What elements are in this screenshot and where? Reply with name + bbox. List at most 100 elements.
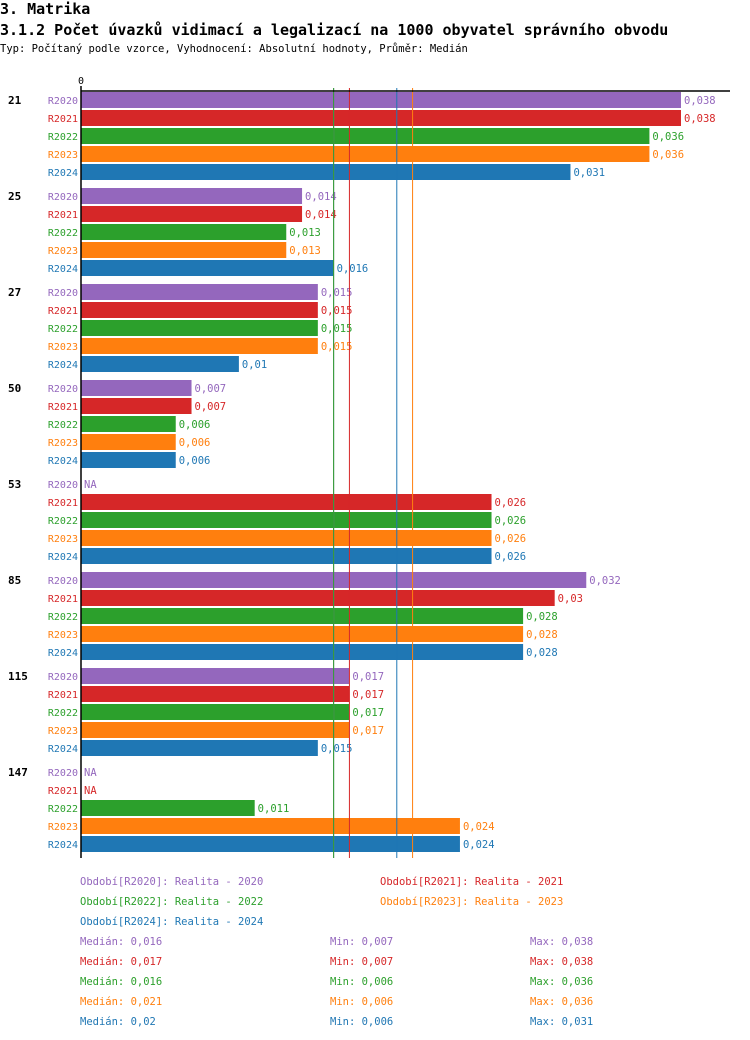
series-label: R2023 [48, 150, 78, 161]
legend-item: Období[R2022]: Realita - 2022 [80, 896, 264, 908]
data-label: 0,006 [179, 419, 211, 431]
bar [81, 626, 524, 642]
data-label: 0,006 [179, 455, 211, 467]
series-label: R2024 [48, 168, 78, 179]
data-label: 0,007 [195, 383, 227, 395]
series-label: R2022 [48, 228, 78, 239]
series-label: R2023 [48, 342, 78, 353]
series-label: R2023 [48, 630, 78, 641]
bar [81, 512, 492, 528]
series-label: R2020 [48, 672, 78, 683]
bar [81, 110, 681, 126]
series-label: R2020 [48, 384, 78, 395]
data-label: 0,006 [179, 437, 211, 449]
data-label: 0,015 [321, 743, 353, 755]
data-label: 0,015 [321, 323, 353, 335]
group-label: 25 [8, 190, 21, 203]
series-label: R2020 [48, 288, 78, 299]
data-label: 0,031 [573, 167, 605, 179]
series-label: R2024 [48, 744, 78, 755]
data-label: 0,017 [352, 707, 384, 719]
series-label: R2024 [48, 552, 78, 563]
data-label: 0,017 [352, 725, 384, 737]
series-label: R2024 [48, 264, 78, 275]
data-label: 0,015 [321, 287, 353, 299]
group-label: 147 [8, 766, 28, 779]
group-label: 21 [8, 94, 22, 107]
bar [81, 302, 318, 318]
bar [81, 416, 176, 432]
series-label: R2021 [48, 786, 78, 797]
median-stat: Medián: 0,02 [80, 1016, 156, 1028]
bar [81, 224, 287, 240]
bar [81, 800, 255, 816]
data-label: 0,024 [463, 821, 495, 833]
data-label: 0,036 [652, 131, 684, 143]
series-label: R2022 [48, 612, 78, 623]
bar [81, 644, 524, 660]
data-label: 0,017 [352, 671, 384, 683]
bar [81, 188, 303, 204]
group-label: 50 [8, 382, 21, 395]
median-stat: Medián: 0,021 [80, 996, 163, 1008]
data-label: 0,015 [321, 341, 353, 353]
max-stat: Max: 0,038 [530, 936, 594, 948]
series-label: R2022 [48, 708, 78, 719]
bar [81, 398, 192, 414]
bar [81, 740, 318, 756]
data-label: 0,038 [684, 113, 716, 125]
data-label: NA [84, 479, 97, 491]
series-label: R2022 [48, 804, 78, 815]
bar [81, 818, 460, 834]
data-label: NA [84, 767, 97, 779]
bar [81, 452, 176, 468]
series-label: R2024 [48, 648, 78, 659]
series-label: R2024 [48, 840, 78, 851]
median-stat: Medián: 0,017 [80, 956, 163, 968]
legend-item: Období[R2020]: Realita - 2020 [80, 876, 264, 888]
group-label: 27 [8, 286, 21, 299]
bar [81, 494, 492, 510]
series-label: R2020 [48, 192, 78, 203]
series-label: R2023 [48, 822, 78, 833]
bar [81, 608, 524, 624]
bar [81, 128, 650, 144]
series-label: R2021 [48, 498, 78, 509]
data-label: 0,014 [305, 191, 337, 203]
data-label: 0,013 [289, 227, 321, 239]
group-label: 53 [8, 478, 21, 491]
data-label: 0,026 [495, 497, 527, 509]
series-label: R2024 [48, 360, 78, 371]
series-label: R2021 [48, 402, 78, 413]
max-stat: Max: 0,038 [530, 956, 594, 968]
data-label: 0,028 [526, 629, 558, 641]
bar [81, 548, 492, 564]
data-label: 0,01 [242, 359, 267, 371]
legend-item: Období[R2023]: Realita - 2023 [380, 896, 564, 908]
data-label: 0,014 [305, 209, 337, 221]
axis-zero-label: 0 [78, 76, 84, 87]
max-stat: Max: 0,036 [530, 996, 594, 1008]
bar [81, 530, 492, 546]
bar [81, 92, 681, 108]
data-label: 0,032 [589, 575, 621, 587]
series-label: R2022 [48, 132, 78, 143]
series-label: R2021 [48, 594, 78, 605]
min-stat: Min: 0,007 [330, 956, 394, 968]
median-stat: Medián: 0,016 [80, 936, 163, 948]
max-stat: Max: 0,036 [530, 976, 594, 988]
min-stat: Min: 0,006 [330, 1016, 394, 1028]
series-label: R2023 [48, 246, 78, 257]
section-title: 3. Matrika [0, 0, 91, 18]
bar [81, 260, 334, 276]
series-label: R2020 [48, 576, 78, 587]
data-label: 0,024 [463, 839, 495, 851]
median-stat: Medián: 0,016 [80, 976, 163, 988]
series-label: R2021 [48, 210, 78, 221]
min-stat: Min: 0,006 [330, 976, 394, 988]
series-label: R2022 [48, 516, 78, 527]
data-label: 0,017 [352, 689, 384, 701]
min-stat: Min: 0,007 [330, 936, 394, 948]
chart-subtitle: Typ: Počítaný podle vzorce, Vyhodnocení:… [0, 43, 468, 55]
series-label: R2021 [48, 114, 78, 125]
